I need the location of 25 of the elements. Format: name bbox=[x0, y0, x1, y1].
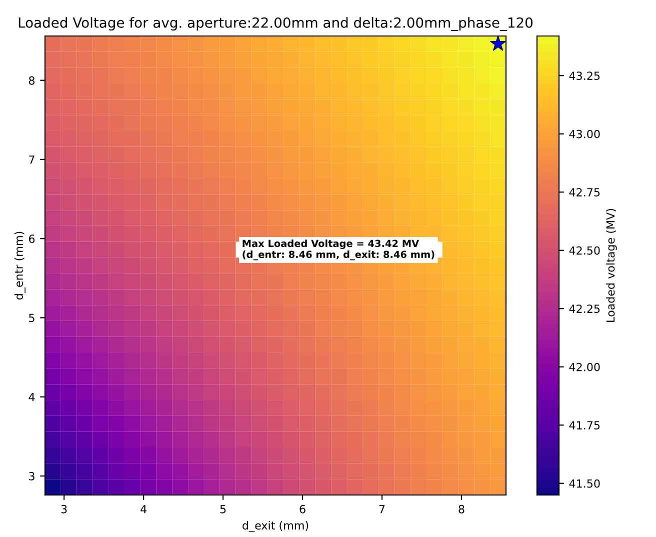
x-tick-label: 8 bbox=[458, 504, 464, 514]
y-tick-label: 5 bbox=[29, 314, 34, 322]
x-tick-label: 3 bbox=[61, 504, 67, 514]
x-tick-label: 6 bbox=[300, 504, 306, 514]
color-bar-label: 43.25 bbox=[569, 72, 600, 80]
x-tick-label: 4 bbox=[140, 505, 146, 514]
y-tick-label: 7 bbox=[29, 156, 34, 164]
y-tick-label: 4 bbox=[28, 392, 35, 402]
x-tick-label: 7 bbox=[379, 505, 385, 514]
color-bar-label: 42.00 bbox=[569, 362, 600, 372]
chart-title: Loaded Voltage for avg. aperture:22.00mm and delta:2.00mm_phase_120 bbox=[18, 17, 533, 31]
color-bar-label: 42.75 bbox=[569, 188, 600, 196]
color-bar-label: 41.75 bbox=[569, 421, 600, 430]
x-tick-label: 5 bbox=[220, 505, 226, 514]
color-bar-label: 42.25 bbox=[569, 304, 600, 313]
y-axis-title: d_entr (mm) bbox=[14, 232, 26, 300]
color-bar-title: Loaded voltage (MV) bbox=[606, 208, 617, 322]
color-bar-label: 43.00 bbox=[569, 130, 600, 138]
y-tick-label: 3 bbox=[29, 472, 34, 480]
color-bar-label: 42.50 bbox=[569, 246, 600, 255]
x-axis-title: d_exit (mm) bbox=[242, 521, 308, 532]
color-bar-label: 41.50 bbox=[569, 479, 600, 488]
annotation: Max Loaded Voltage = 43.42 MV (d_entr: 8.46 mm, d_exit: 8.46 mm) bbox=[242, 240, 434, 260]
y-tick-label: 6 bbox=[28, 234, 35, 243]
y-tick-label: 8 bbox=[28, 76, 35, 85]
